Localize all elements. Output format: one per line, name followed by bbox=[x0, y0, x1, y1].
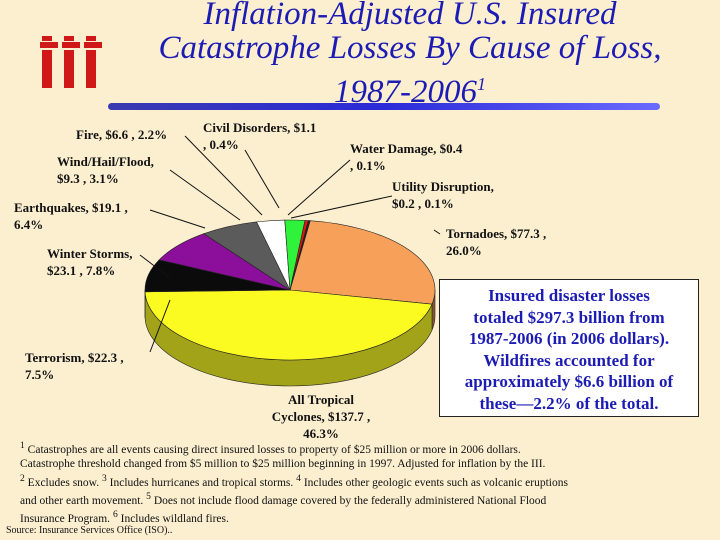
footnote-mark: 3 bbox=[101, 472, 107, 484]
leader-terrorism bbox=[149, 299, 171, 353]
footnote-text: Includes hurricanes and tropical storms. bbox=[106, 476, 297, 489]
label-utility-disruption: Utility Disruption, $0.2 , 0.1% bbox=[392, 179, 494, 211]
title-footnote-mark: 1 bbox=[477, 74, 486, 94]
label-wind-hail-flood: Wind/Hail/Flood, $9.3 , 3.1% bbox=[57, 154, 154, 186]
leader-fire bbox=[184, 135, 263, 216]
footnote-mark: 1 bbox=[20, 440, 25, 451]
callout-line: 1987-2006 (in 2006 dollars). bbox=[468, 329, 670, 348]
footnote-text: Excludes snow. bbox=[24, 476, 102, 489]
label-winter-storms: Winter Storms, $23.1 , 7.8% bbox=[47, 246, 132, 278]
footnote-line: 1 Catastrophes are all events causing di… bbox=[20, 439, 710, 457]
footnote-text: Catastrophes are all events causing dire… bbox=[24, 443, 521, 456]
footnote-text: Includes other geologic events such as v… bbox=[300, 476, 568, 489]
slice-labels: Tornadoes, $77.3 , 26.0% All Tropical Cyclo… bbox=[14, 120, 546, 441]
footnote-line: and other earth movement. 5 Does not inc… bbox=[20, 490, 710, 508]
callout-line: Insured disaster losses bbox=[488, 286, 650, 305]
source-note: Source: Insurance Services Office (ISO).… bbox=[6, 525, 173, 536]
callout-line: these—2.2% of the total. bbox=[479, 393, 659, 413]
slice-all-tropical-cyclones bbox=[144, 289, 433, 361]
callout-box: Insured disaster losses totaled $297.3 b… bbox=[439, 279, 699, 417]
label-tornadoes: Tornadoes, $77.3 , 26.0% bbox=[446, 226, 546, 258]
footnote-line: Insurance Program. 6 Includes wildland f… bbox=[20, 508, 710, 526]
leader-earthquakes bbox=[149, 209, 206, 229]
leader-winter-storms bbox=[139, 254, 171, 279]
footnote-mark: 2 bbox=[20, 472, 25, 484]
pie-top bbox=[144, 219, 436, 361]
footnote-text: and other earth movement. bbox=[20, 494, 147, 507]
callout-line: approximately $6.6 billion of bbox=[464, 372, 674, 391]
footnote-text: Catastrophe threshold changed from $5 mi… bbox=[20, 458, 546, 471]
callout-line: totaled $297.3 billion from bbox=[473, 307, 665, 327]
leader-lines bbox=[139, 135, 441, 353]
footnotes: 1 Catastrophes are all events causing di… bbox=[20, 439, 710, 527]
leader-tornadoes bbox=[433, 229, 441, 235]
label-water-damage: Water Damage, $0.4, 0.1% bbox=[350, 141, 463, 173]
footnote-mark: 6 bbox=[112, 509, 118, 521]
footnote-mark: 4 bbox=[296, 472, 301, 484]
slice-utility-disruption bbox=[289, 220, 311, 291]
label-terrorism: Terrorism, $22.3 , 7.5% bbox=[25, 350, 124, 382]
footnote-text: Does not include flood damage covered by… bbox=[150, 494, 547, 507]
title-rule bbox=[108, 103, 660, 110]
page-title-line-1: Inflation-Adjusted U.S. Insured bbox=[203, 0, 617, 32]
footnote-line: Catastrophe threshold changed from $5 mi… bbox=[20, 457, 710, 472]
footnote-text: Insurance Program. bbox=[20, 513, 113, 526]
footnote-line: 2 Excludes snow. 3 Includes hurricanes a… bbox=[20, 472, 710, 490]
iii-logo bbox=[40, 36, 102, 88]
footnote-text: Includes wildland fires. bbox=[117, 513, 229, 526]
callout-text: Insured disaster losses totaled $297.3 b… bbox=[440, 285, 698, 414]
leader-wind-hail-flood bbox=[169, 169, 241, 221]
slice-tornadoes bbox=[289, 220, 436, 305]
label-all-tropical-cyclones: All Tropical Cyclones, $137.7 , 46.3% bbox=[272, 392, 371, 441]
page-title-line-2: Catastrophe Losses By Cause of Loss, bbox=[158, 30, 662, 66]
leader-water-damage bbox=[287, 159, 351, 216]
leader-civil-disorders bbox=[244, 149, 280, 209]
label-earthquakes: Earthquakes, $19.1 , 6.4% bbox=[14, 200, 128, 232]
leader-utility-disruption bbox=[290, 195, 393, 219]
label-civil-disorders: Civil Disorders, $1.1, 0.4% bbox=[203, 120, 316, 152]
footnote-mark: 5 bbox=[146, 491, 151, 503]
label-fire: Fire, $6.6 , 2.2% bbox=[76, 127, 167, 142]
callout-line: Wildfires accounted for bbox=[483, 350, 655, 370]
